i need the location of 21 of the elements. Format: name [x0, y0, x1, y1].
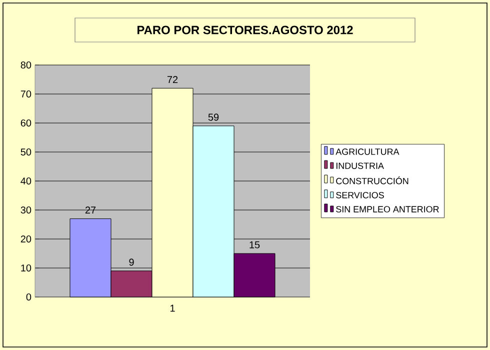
data-label: 59: [208, 114, 219, 121]
y-tick-label: 50: [20, 148, 32, 156]
y-tick-label: 40: [20, 177, 32, 185]
y-tick-label: 10: [21, 264, 32, 272]
legend-label: CONSTRUCCIÓN: [336, 176, 408, 184]
data-label: 15: [250, 241, 260, 248]
legend-label: AGRICULTURA: [336, 148, 400, 155]
y-tick-label: 70: [20, 90, 32, 98]
data-label: 27: [85, 206, 96, 214]
y-tick-label: 80: [20, 61, 32, 69]
x-tick-label: 1: [170, 304, 175, 312]
y-tick-label: 20: [20, 235, 32, 243]
legend-label: INDUSTRIA: [336, 162, 384, 169]
y-tick-label: 30: [20, 206, 32, 214]
data-label: 9: [129, 258, 134, 266]
data-label: 72: [167, 76, 178, 84]
chart-title: PARO POR SECTORES.AGOSTO 2012: [138, 26, 353, 34]
y-tick-label: 0: [26, 293, 32, 301]
legend-label: SIN EMPLEO ANTERIOR: [336, 206, 439, 212]
y-tick-label: 60: [20, 119, 32, 127]
legend-label: SERVICIOS: [336, 192, 384, 198]
